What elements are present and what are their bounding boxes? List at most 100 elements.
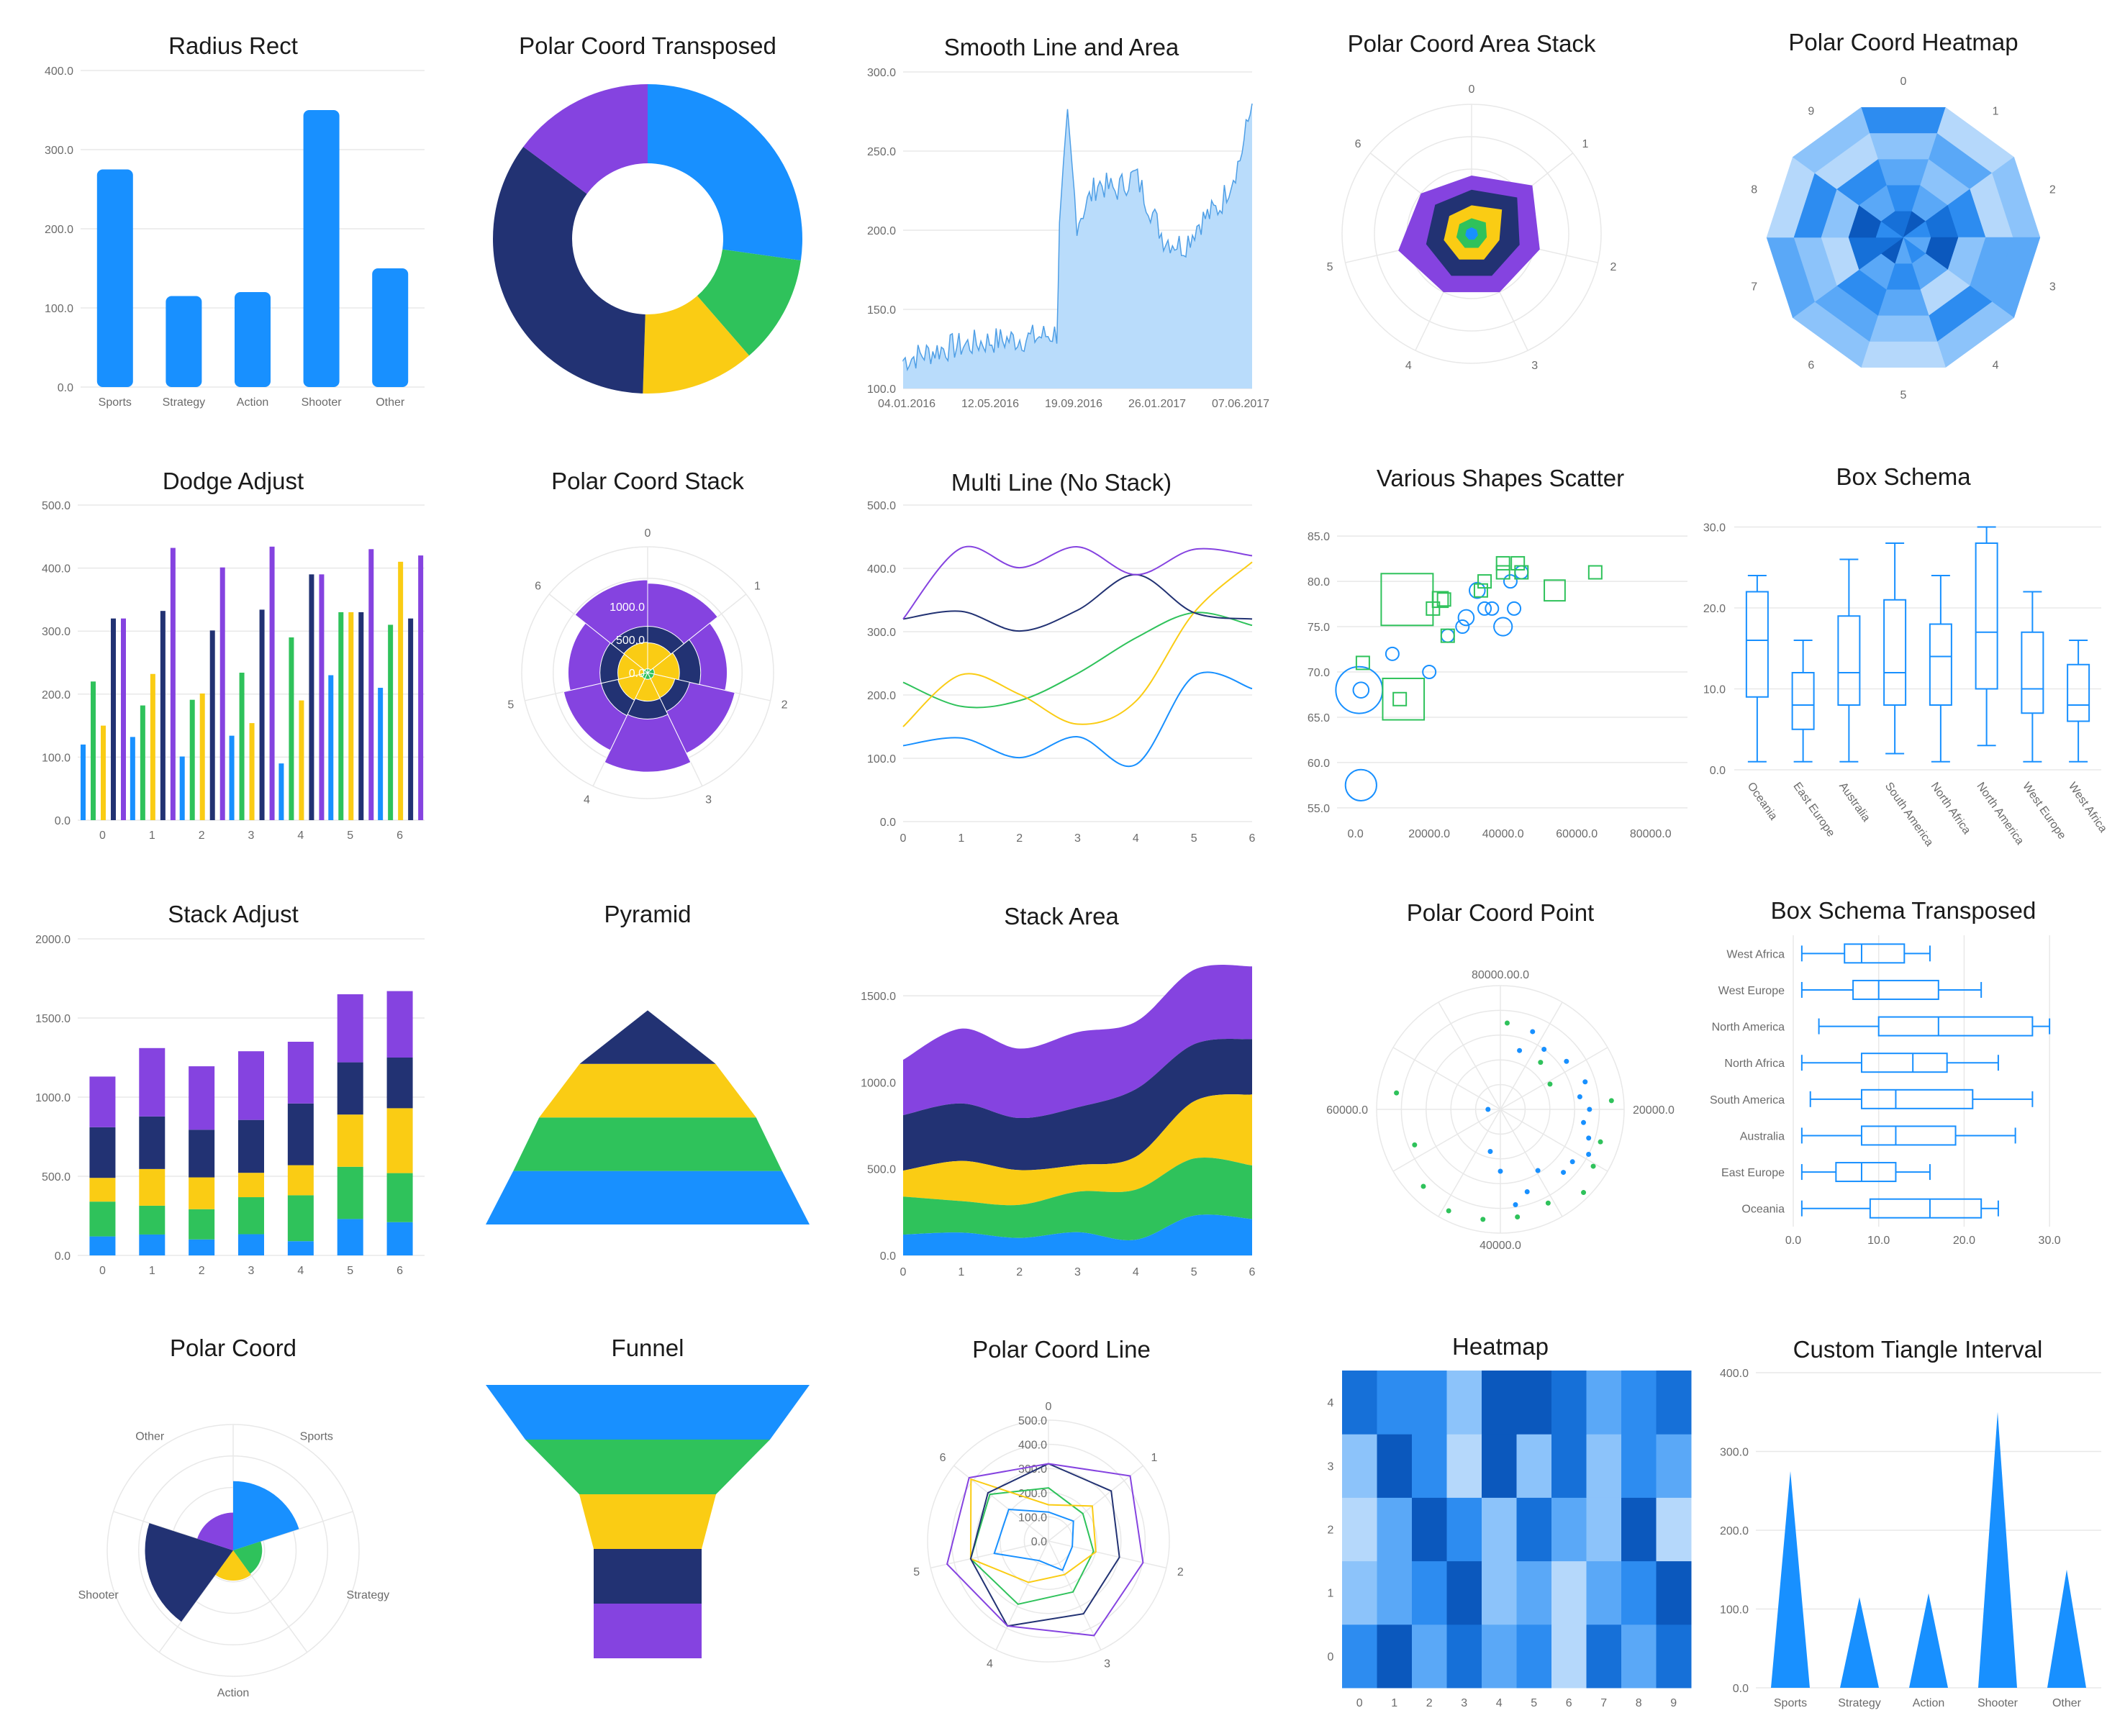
polar-point-axis-label: 60000.0 <box>1326 1104 1368 1117</box>
heatmap-y-tick-label: 4 <box>1328 1397 1334 1409</box>
polar-point-spoke <box>1392 1047 1501 1110</box>
multi-line-x-tick-label: 2 <box>1016 832 1023 845</box>
polar-bar-category-label: Shooter <box>78 1589 119 1601</box>
stack-adjust-bar <box>189 1177 215 1209</box>
box-y-tick-label: 30.0 <box>1703 522 1726 535</box>
triangle-x-tick-label: Action <box>1913 1697 1944 1709</box>
polar-line-r-tick-label: 400.0 <box>1018 1440 1047 1452</box>
heatmap-cell <box>1516 1624 1552 1689</box>
scatter-square-point <box>1431 591 1449 609</box>
stack-adjust-x-tick-label: 1 <box>149 1265 155 1277</box>
stack-adjust-bar <box>287 1042 314 1104</box>
dodge-bar <box>418 555 424 820</box>
heatmap-cell <box>1551 1560 1587 1625</box>
polar-point-dot <box>1564 1058 1569 1064</box>
dodge-y-tick-label: 100.0 <box>42 752 71 764</box>
polar-point-dot <box>1517 1047 1523 1053</box>
polar-point-spoke <box>1500 1001 1563 1110</box>
heatmap-y-tick-label: 2 <box>1328 1524 1334 1537</box>
triangle-bar <box>1771 1471 1810 1688</box>
polar-stack-axis-label: 6 <box>535 580 541 592</box>
heatmap-cell <box>1551 1371 1587 1435</box>
polar-bar-sector <box>197 1512 233 1550</box>
box-t-y-tick-label: South America <box>1710 1094 1785 1106</box>
polar-stack-sector <box>623 642 648 674</box>
heatmap-cell <box>1551 1497 1587 1562</box>
heatmap-cell <box>1586 1497 1622 1562</box>
box-x-tick-label: North Africa <box>1929 781 1973 837</box>
donut-slice <box>523 84 648 194</box>
polar-point-dot <box>1561 1170 1567 1176</box>
heatmap-cell <box>1446 1371 1482 1435</box>
scatter-circle-point <box>1385 646 1400 661</box>
dodge-bar <box>388 624 394 820</box>
multi-line-y-tick-label: 200.0 <box>867 690 896 702</box>
radius-rect-y-tick-label: 100.0 <box>45 303 73 315</box>
dodge-bar <box>348 612 354 820</box>
dodge-x-tick-label: 0 <box>99 830 106 842</box>
heatmap-cell <box>1342 1624 1377 1689</box>
chart-title-custom-triangle-interval: Custom Tiangle Interval <box>1793 1336 2043 1363</box>
dodge-bar <box>160 611 166 820</box>
chart-title-polar-coord-line: Polar Coord Line <box>972 1336 1151 1363</box>
triangle-bar <box>2047 1569 2086 1688</box>
polar-point-dot <box>1412 1142 1418 1148</box>
stack-area-layer <box>903 964 1252 1119</box>
stack-area-x-tick-label: 2 <box>1016 1266 1023 1278</box>
heatmap-cell <box>1446 1624 1482 1689</box>
radius-rect-x-tick-label: Shooter <box>302 396 343 409</box>
heatmap-cell <box>1621 1434 1657 1498</box>
box-t-body <box>1844 943 1906 964</box>
donut-slice <box>643 296 750 394</box>
polar-line-spoke <box>995 1540 1049 1650</box>
stack-adjust-x-tick-label: 0 <box>99 1265 106 1277</box>
polar-line-spoke <box>930 1540 1049 1569</box>
stack-adjust-x-tick-label: 3 <box>248 1265 255 1277</box>
stack-adjust-bar <box>89 1127 116 1178</box>
multi-line-y-tick-label: 300.0 <box>867 627 896 639</box>
stack-area-y-tick-label: 1500.0 <box>861 991 896 1003</box>
dodge-bar <box>368 549 374 820</box>
stack-adjust-bar <box>287 1103 314 1165</box>
multi-line-series <box>902 545 1253 620</box>
chart-title-polar-coord-transposed: Polar Coord Transposed <box>519 32 776 59</box>
box-body <box>2067 663 2090 722</box>
triangle-y-tick-label: 300.0 <box>1720 1447 1749 1459</box>
dodge-bar <box>179 756 185 820</box>
box-y-tick-label: 0.0 <box>1710 765 1726 777</box>
polar-point-dot <box>1515 1214 1521 1219</box>
scatter-square-point <box>1477 574 1492 589</box>
heatmap-cell <box>1656 1560 1692 1625</box>
funnel-segment <box>486 1385 810 1440</box>
radius-rect-x-tick-label: Other <box>376 396 405 409</box>
chart-title-radius-rect: Radius Rect <box>168 32 298 59</box>
scatter-x-tick-label: 20000.0 <box>1408 828 1450 840</box>
polar-point-dot <box>1538 1060 1544 1065</box>
dodge-bar <box>170 547 176 820</box>
stack-adjust-bar <box>287 1241 314 1255</box>
chart-title-polar-coord-point: Polar Coord Point <box>1407 899 1594 926</box>
polar-point-axis-label: 20000.0 <box>1633 1104 1675 1117</box>
donut-slice <box>493 147 645 394</box>
scatter-circle-point <box>1493 617 1513 637</box>
heatmap-cell <box>1342 1371 1377 1435</box>
polar-point-dot <box>1524 1189 1530 1195</box>
smooth-area-x-tick-label: 04.01.2016 <box>878 398 935 410</box>
scatter-circle-point <box>1503 574 1518 589</box>
polar-heat-axis-label: 7 <box>1751 281 1757 293</box>
scatter-circle-point <box>1440 628 1455 643</box>
stack-adjust-bar <box>386 1058 413 1109</box>
stack-adjust-bar <box>189 1239 215 1255</box>
smooth-area-y-tick-label: 100.0 <box>867 383 896 396</box>
funnel-segment <box>579 1494 716 1549</box>
dodge-bar <box>328 675 334 820</box>
polar-stack-axis-label: 3 <box>705 794 712 806</box>
scatter-square-point <box>1355 655 1370 671</box>
stack-area-x-tick-label: 3 <box>1074 1266 1081 1278</box>
box-t-body <box>1877 1016 2034 1037</box>
scatter-square-point <box>1440 628 1455 643</box>
polar-point-dot <box>1487 1149 1493 1155</box>
chart-title-heatmap: Heatmap <box>1452 1333 1549 1360</box>
dodge-bar <box>229 735 235 820</box>
polar-line-series <box>946 1463 1144 1637</box>
